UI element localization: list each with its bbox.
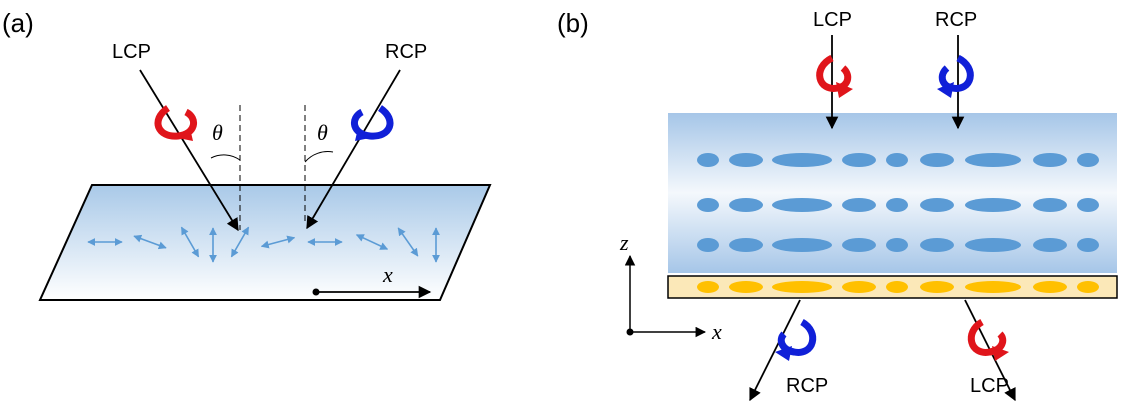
nanopillar	[920, 198, 954, 212]
angle-label: θ	[317, 120, 328, 145]
nanopillar	[842, 281, 876, 293]
panel-label: (a)	[2, 8, 34, 38]
axis-label: x	[711, 319, 722, 344]
angle-arc	[305, 152, 333, 162]
nanopillar	[1033, 198, 1067, 212]
nanopillar	[697, 281, 719, 293]
beam-label: LCP	[112, 41, 151, 63]
nanopillar	[965, 281, 1021, 293]
nanopillar	[1033, 238, 1067, 252]
beam-label: RCP	[385, 41, 427, 63]
lcp-rotation	[820, 58, 848, 88]
nanopillar	[772, 198, 832, 212]
nanopillar	[772, 238, 832, 252]
nanopillar	[729, 198, 763, 212]
nanopillar	[965, 198, 1021, 212]
nanopillar	[842, 238, 876, 252]
nanopillar	[729, 238, 763, 252]
nanopillar	[729, 281, 763, 293]
nanopillar	[965, 238, 1021, 252]
rcp-rotation	[942, 58, 970, 88]
nanopillar	[772, 281, 832, 293]
nanopillar	[886, 198, 908, 212]
panel-label: (b)	[557, 8, 589, 38]
nanopillar	[1077, 153, 1099, 167]
axis-origin	[627, 329, 634, 336]
lcp-rotation	[971, 322, 1002, 352]
angle-arc	[211, 155, 240, 160]
nanopillar	[729, 153, 763, 167]
nanopillar	[1077, 198, 1099, 212]
beam-label: RCP	[786, 375, 828, 397]
nanopillar	[920, 153, 954, 167]
beam-label: LCP	[970, 375, 1009, 397]
nanopillar	[920, 238, 954, 252]
beam-label: LCP	[813, 9, 852, 31]
nanopillar	[886, 281, 908, 293]
nanopillar	[772, 153, 832, 167]
nanopillar	[842, 153, 876, 167]
nanopillar	[1033, 281, 1067, 293]
nanopillar	[920, 281, 954, 293]
nanopillar	[965, 153, 1021, 167]
nanopillar	[697, 153, 719, 167]
angle-label: θ	[212, 120, 223, 145]
axis-label: z	[619, 230, 629, 255]
figure: (a) LCP RCP θ θ x (b) LCP RCP RCP LCP z …	[0, 0, 1125, 409]
nanopillar	[1077, 281, 1099, 293]
beam-label: RCP	[935, 9, 977, 31]
nanopillar	[886, 238, 908, 252]
nanopillar	[1033, 153, 1067, 167]
axis-label: x	[382, 262, 393, 287]
nanopillar	[1077, 238, 1099, 252]
nanopillar	[697, 198, 719, 212]
nanopillar	[886, 153, 908, 167]
nanopillar	[842, 198, 876, 212]
nanopillar	[697, 238, 719, 252]
